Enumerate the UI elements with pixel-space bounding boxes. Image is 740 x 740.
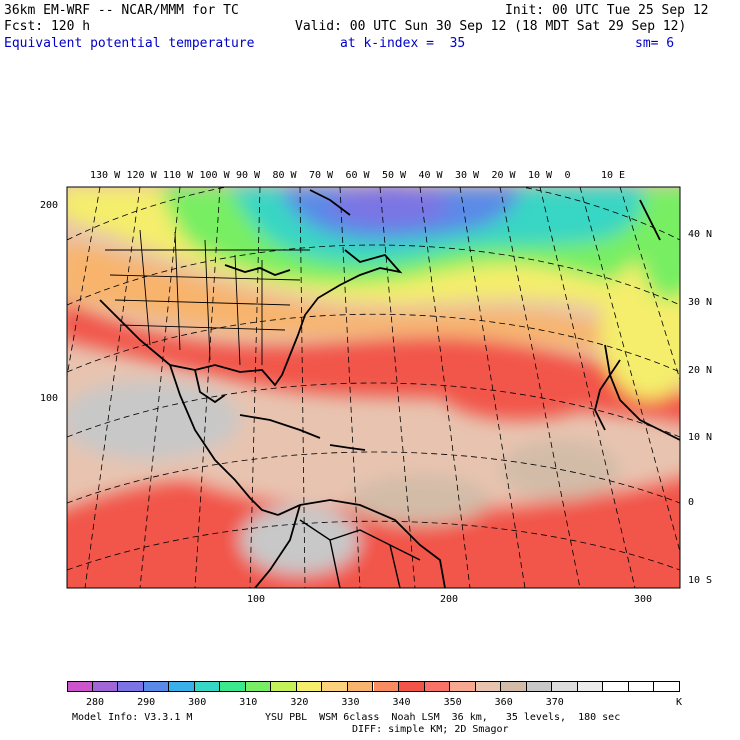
longitude-label: 80 W bbox=[272, 170, 297, 181]
longitude-label: 50 W bbox=[382, 170, 407, 181]
longitude-label: 20 W bbox=[491, 170, 516, 181]
valid-time: Valid: 00 UTC Sun 30 Sep 12 (18 MDT Sat … bbox=[295, 19, 687, 34]
latitude-label: 10 S bbox=[688, 575, 713, 586]
colorbar-cell bbox=[271, 681, 297, 692]
colorbar-cell bbox=[373, 681, 400, 692]
colorbar-frame bbox=[67, 681, 680, 692]
y-axis-label: 100 bbox=[40, 393, 59, 404]
latitude-label: 20 N bbox=[688, 365, 713, 376]
colorbar-label: 360 bbox=[494, 697, 513, 708]
colorbar-label: 330 bbox=[341, 697, 360, 708]
smoothing: sm= 6 bbox=[635, 36, 675, 51]
diffusion-info: DIFF: simple KM; 2D Smagor bbox=[352, 724, 509, 735]
colorbar-cell bbox=[501, 681, 527, 692]
latitude-label: 40 N bbox=[688, 229, 713, 240]
model-info: Model Info: V3.3.1 M bbox=[72, 712, 193, 723]
colorbar-cell bbox=[118, 681, 144, 692]
colorbar-label: 310 bbox=[239, 697, 258, 708]
x-axis-label: 300 bbox=[634, 594, 653, 605]
colorbar-cell bbox=[169, 681, 195, 692]
colorbar-cell bbox=[475, 681, 502, 692]
colorbar-cell bbox=[245, 681, 272, 692]
latitude-label: 0 bbox=[688, 497, 695, 508]
latitude-label: 10 N bbox=[688, 432, 713, 443]
colorbar-label: 320 bbox=[290, 697, 309, 708]
longitude-label: 100 W bbox=[199, 170, 230, 181]
colorbar-cell bbox=[194, 681, 221, 692]
colorbar-cell bbox=[450, 681, 476, 692]
longitude-label: 30 W bbox=[455, 170, 480, 181]
colorbar-cell bbox=[603, 681, 629, 692]
x-axis-label: 100 bbox=[247, 594, 266, 605]
init-time: Init: 00 UTC Tue 25 Sep 12 bbox=[505, 3, 709, 18]
colorbar-cell bbox=[143, 681, 170, 692]
longitude-label: 10 E bbox=[601, 170, 626, 181]
colorbar-cell bbox=[220, 681, 246, 692]
longitude-label: 0 bbox=[564, 170, 571, 181]
latitude-label: 30 N bbox=[688, 297, 713, 308]
longitude-label: 70 W bbox=[309, 170, 334, 181]
longitude-label: 130 W bbox=[90, 170, 121, 181]
colorbar-label: 290 bbox=[137, 697, 156, 708]
colorbar-cell bbox=[92, 681, 119, 692]
colorbar-cell bbox=[552, 681, 578, 692]
longitude-label: 40 W bbox=[418, 170, 443, 181]
longitude-label: 120 W bbox=[126, 170, 157, 181]
colorbar-cell bbox=[399, 681, 425, 692]
colorbar-label: 340 bbox=[392, 697, 411, 708]
colorbar-cell bbox=[577, 681, 604, 692]
longitude-label: 110 W bbox=[163, 170, 194, 181]
colorbar-cell bbox=[347, 681, 374, 692]
y-axis-label: 200 bbox=[40, 200, 59, 211]
forecast-hour: Fcst: 120 h bbox=[4, 19, 91, 34]
longitude-label: 90 W bbox=[236, 170, 261, 181]
colorbar-unit: K bbox=[676, 697, 683, 708]
field-name: Equivalent potential temperature bbox=[4, 36, 255, 51]
colorbar-cell bbox=[628, 681, 655, 692]
colorbar-label: 350 bbox=[443, 697, 462, 708]
longitude-label: 10 W bbox=[528, 170, 553, 181]
physics-info: YSU PBL WSM 6class Noah LSM 36 km, 35 le… bbox=[265, 712, 621, 723]
colorbar-cell bbox=[296, 681, 323, 692]
longitude-label: 60 W bbox=[345, 170, 370, 181]
x-axis-label: 200 bbox=[440, 594, 459, 605]
colorbar-cell bbox=[322, 681, 348, 692]
colorbar-cell bbox=[526, 681, 553, 692]
colorbar-cell bbox=[67, 681, 93, 692]
colorbar-label: 300 bbox=[188, 697, 207, 708]
colorbar-label: 280 bbox=[86, 697, 105, 708]
model-title: 36km EM-WRF -- NCAR/MMM for TC bbox=[4, 3, 239, 18]
level-index: at k-index = 35 bbox=[340, 36, 466, 51]
colorbar-cell bbox=[424, 681, 451, 692]
colorbar-label: 370 bbox=[545, 697, 564, 708]
